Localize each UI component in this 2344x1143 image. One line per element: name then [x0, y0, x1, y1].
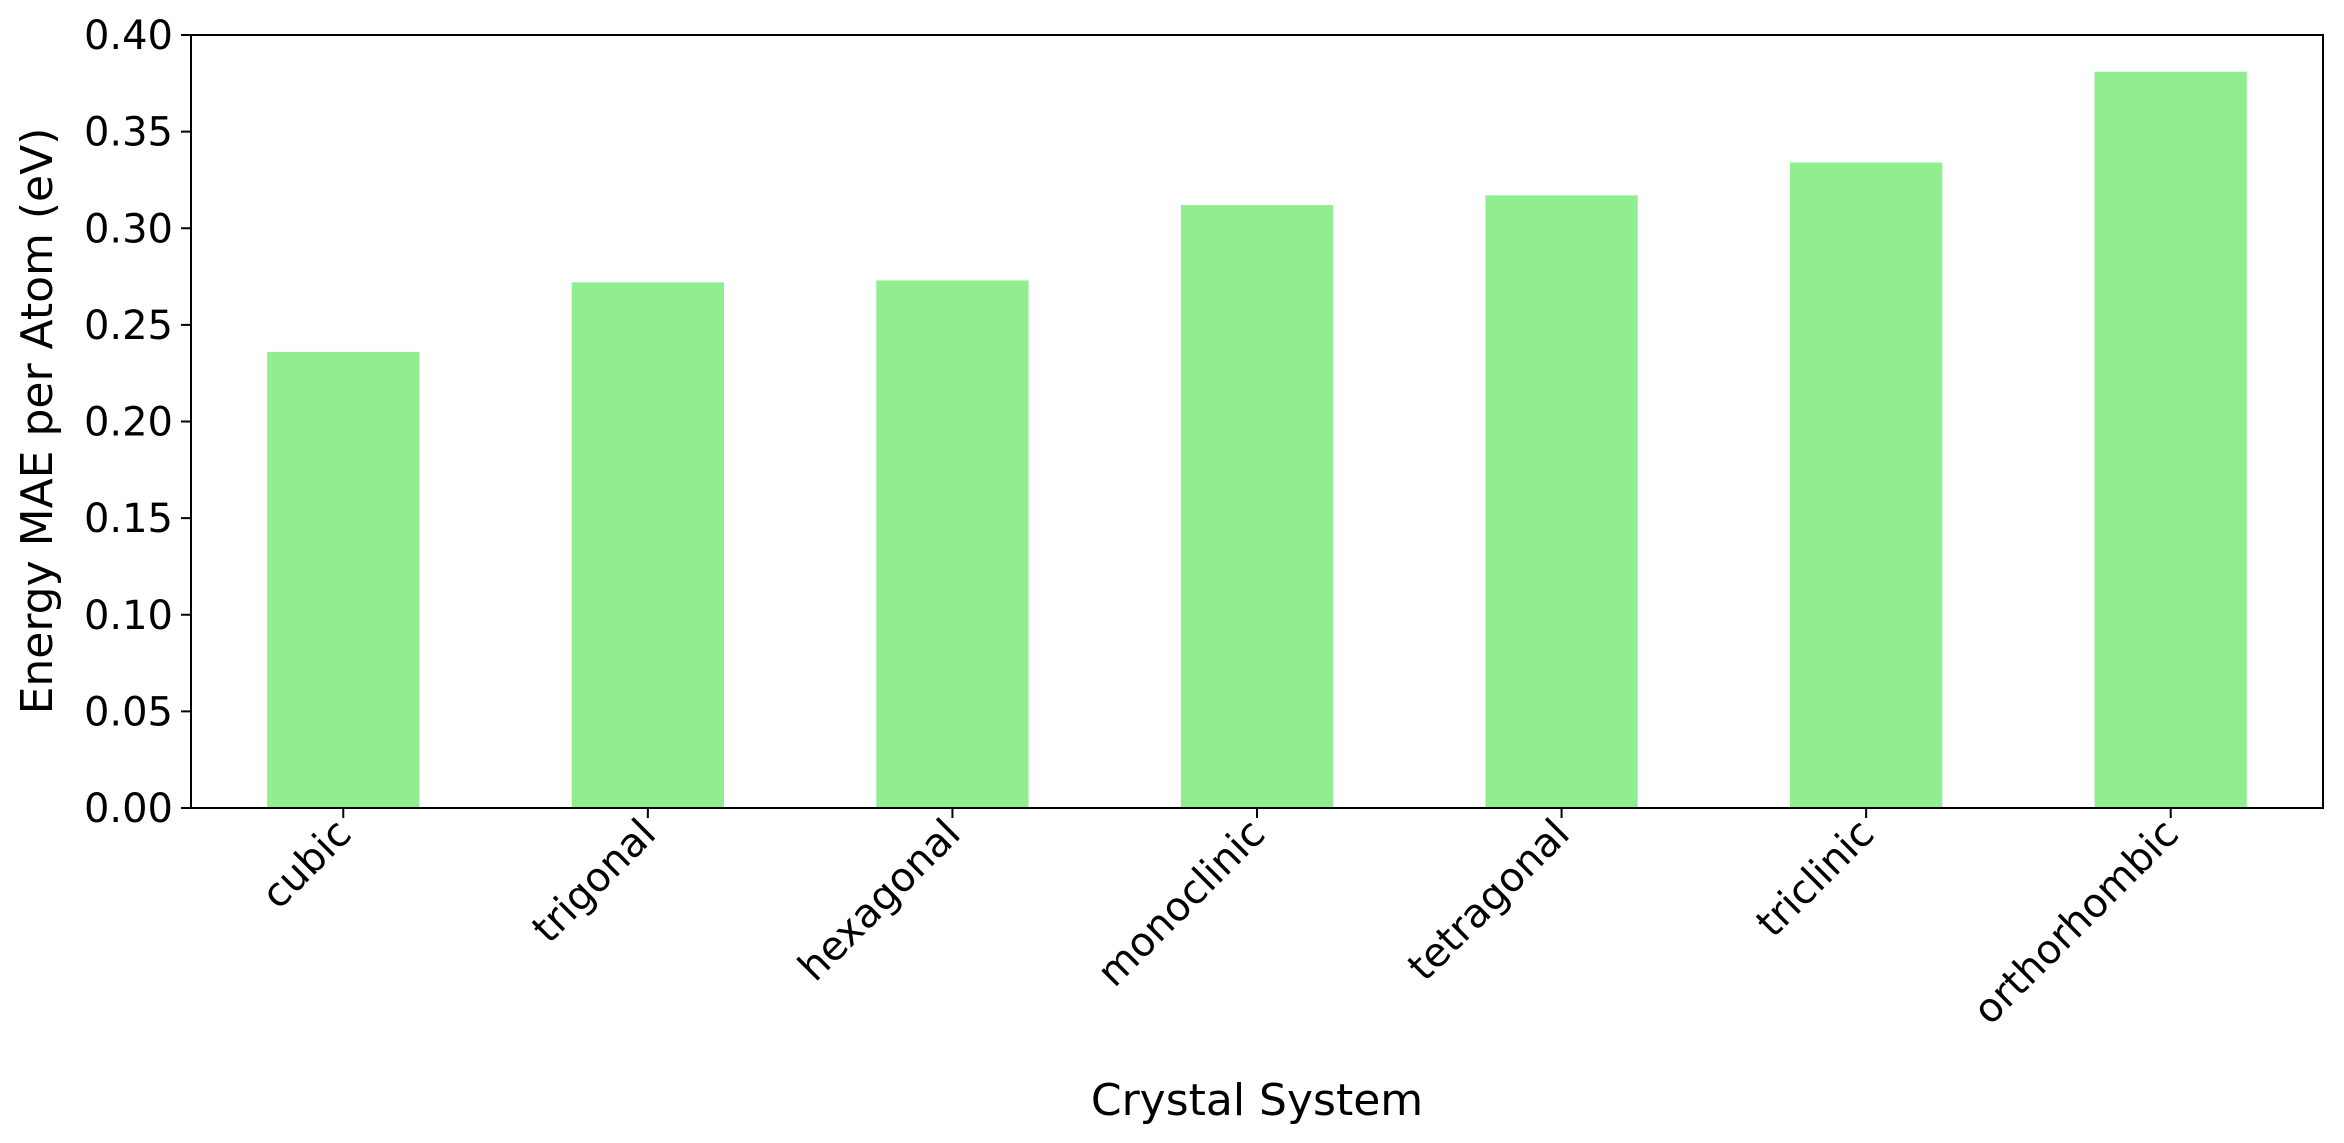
- x-tick-label: triclinic: [1748, 811, 1884, 947]
- y-tick-label: 0.30: [84, 206, 173, 252]
- x-tick-label: trigonal: [523, 811, 664, 952]
- y-axis-label: Energy MAE per Atom (eV): [12, 128, 63, 715]
- x-tick-label: cubic: [253, 811, 360, 918]
- bar-triclinic: [1790, 162, 1943, 809]
- y-axis: 0.00 0.05 0.10 0.15 0.20 0.25 0.30 0.35 0.40: [84, 13, 191, 832]
- bar-orthorhombic: [2094, 71, 2247, 808]
- y-tick-label: 0.05: [84, 689, 173, 735]
- bar-trigonal: [571, 282, 724, 808]
- y-tick-label: 0.25: [84, 303, 173, 349]
- x-tick-label: hexagonal: [790, 811, 970, 991]
- bars-group: [267, 71, 2247, 809]
- bar-hexagonal: [876, 280, 1029, 808]
- y-tick-label: 0.10: [84, 593, 173, 639]
- y-tick-label: 0.40: [84, 13, 173, 59]
- bar-monoclinic: [1180, 205, 1334, 808]
- x-tick-label: tetragonal: [1399, 811, 1578, 990]
- bar-tetragonal: [1485, 195, 1638, 808]
- bar-cubic: [267, 351, 420, 808]
- y-tick-label: 0.20: [84, 400, 173, 446]
- y-tick-label: 0.35: [84, 110, 173, 156]
- y-tick-label: 0.00: [84, 786, 173, 832]
- x-axis-label: Crystal System: [1091, 1075, 1423, 1126]
- x-tick-label: monoclinic: [1089, 811, 1274, 996]
- x-axis: cubic trigonal hexagonal monoclinic tetragon…: [253, 808, 2188, 1034]
- x-tick-label: orthorhombic: [1965, 811, 2188, 1034]
- y-tick-label: 0.15: [84, 496, 173, 542]
